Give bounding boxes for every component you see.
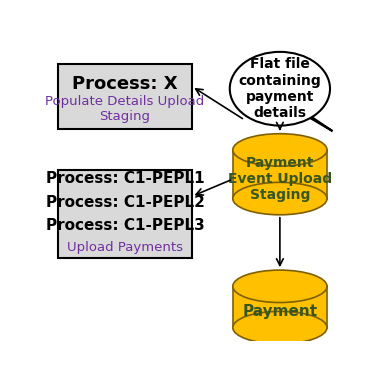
Text: Populate Details Upload
Staging: Populate Details Upload Staging [45, 95, 205, 123]
Polygon shape [295, 109, 332, 131]
Ellipse shape [233, 134, 327, 166]
Ellipse shape [230, 52, 330, 126]
Ellipse shape [233, 311, 327, 344]
Text: Payment: Payment [242, 304, 318, 319]
Ellipse shape [233, 270, 327, 303]
Text: Process: X: Process: X [72, 75, 178, 93]
Text: Payment
Event Upload
Staging: Payment Event Upload Staging [228, 156, 332, 202]
Polygon shape [233, 286, 327, 327]
FancyBboxPatch shape [58, 64, 192, 129]
Text: Process: C1-PEPL1
Process: C1-PEPL2
Process: C1-PEPL3: Process: C1-PEPL1 Process: C1-PEPL2 Proc… [45, 171, 204, 233]
Polygon shape [233, 150, 327, 198]
Text: Flat file
containing
payment
details: Flat file containing payment details [238, 57, 321, 120]
FancyBboxPatch shape [58, 170, 192, 258]
Text: Upload Payments: Upload Payments [67, 241, 183, 254]
Ellipse shape [233, 182, 327, 215]
